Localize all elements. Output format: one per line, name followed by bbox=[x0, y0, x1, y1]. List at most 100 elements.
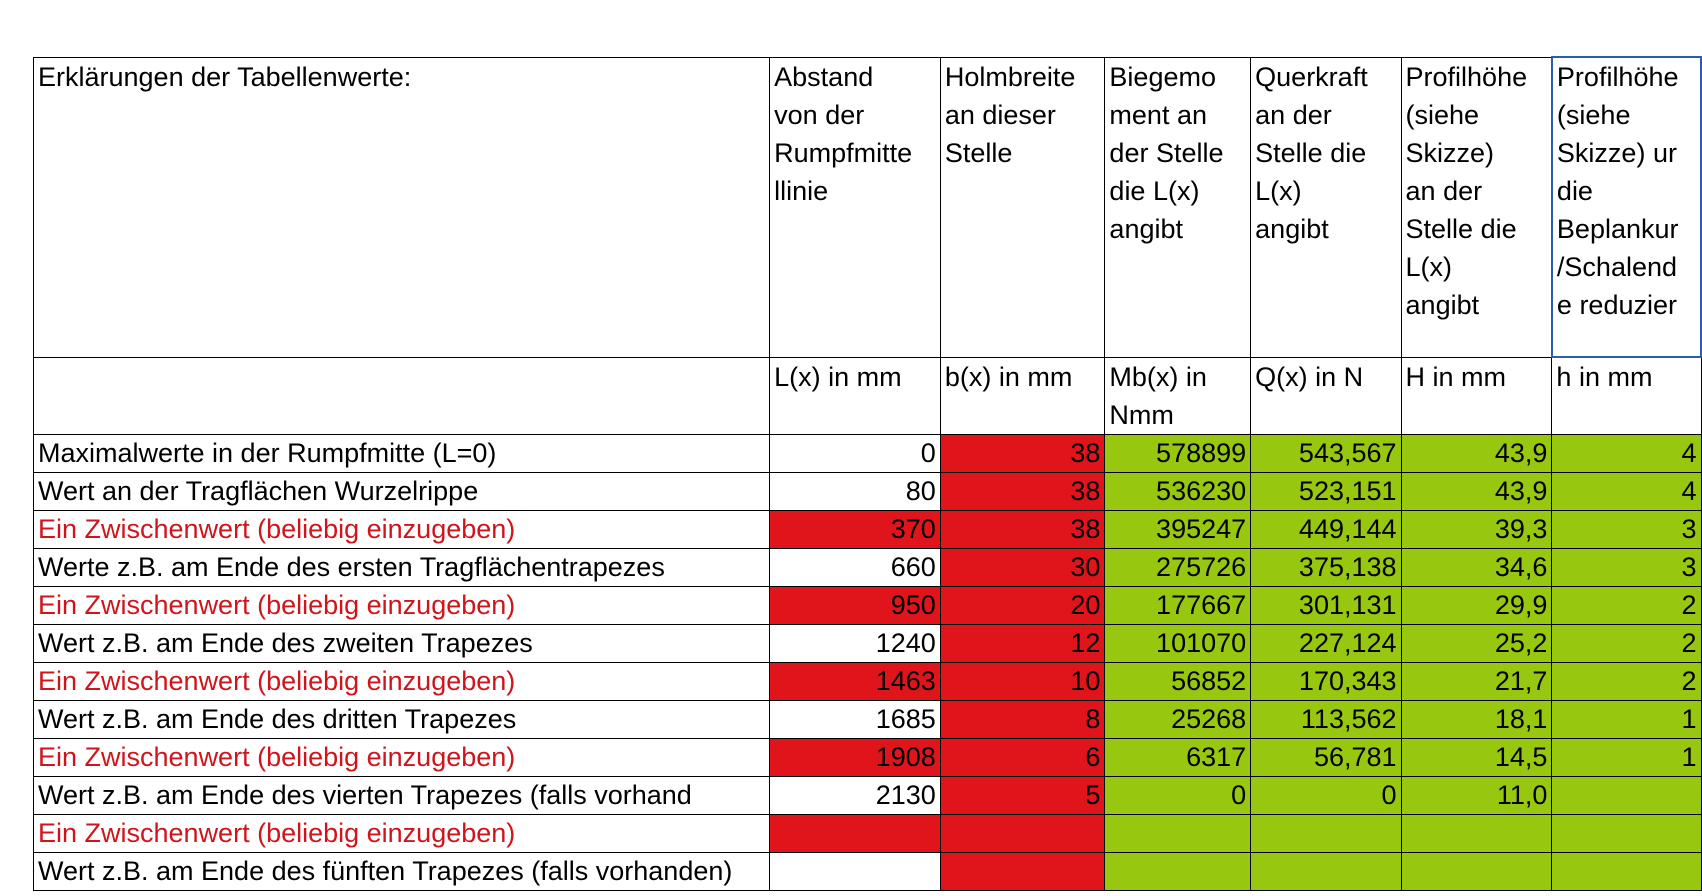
row-label: Ein Zwischenwert (beliebig einzugeben) bbox=[32, 738, 771, 777]
data-row: Maximalwerte in der Rumpfmitte (L=0) 0 38 5… bbox=[32, 434, 1702, 473]
cell: 275726 bbox=[1104, 548, 1252, 587]
cell: 301,131 bbox=[1250, 586, 1402, 625]
cell: 18,1 bbox=[1400, 700, 1553, 739]
header-text: /Schalend bbox=[1556, 252, 1678, 282]
cell: 536230 bbox=[1104, 472, 1252, 511]
cell: 375,138 bbox=[1250, 548, 1402, 587]
table: Erklärungen der Tabellenwerte: Abstand von… bbox=[32, 56, 1702, 891]
cell: 43,9 bbox=[1400, 434, 1553, 473]
header-text: an der bbox=[1405, 175, 1483, 206]
header-cell: Biegemo ment an der Stelle die L(x) angibt bbox=[1104, 56, 1252, 358]
cell: 6317 bbox=[1104, 738, 1252, 777]
unit-cell bbox=[32, 356, 771, 435]
cell: 30 bbox=[939, 548, 1106, 587]
header-text: Abstand bbox=[774, 61, 874, 92]
header-row: Erklärungen der Tabellenwerte: Abstand von… bbox=[32, 56, 1702, 358]
data-row: Wert z.B. am Ende des dritten Trapezes 16… bbox=[32, 700, 1702, 739]
header-text: der Stelle bbox=[1109, 137, 1224, 168]
cell: 43,9 bbox=[1400, 472, 1553, 511]
row-label: Maximalwerte in der Rumpfmitte (L=0) bbox=[32, 434, 771, 473]
cell: 4 bbox=[1551, 472, 1702, 511]
data-row: Ein Zwischenwert (beliebig einzugeben) bbox=[32, 814, 1702, 853]
cell: 2 bbox=[1551, 586, 1702, 625]
header-text: (siehe bbox=[1405, 99, 1480, 130]
cell bbox=[1551, 852, 1702, 891]
cell: 12 bbox=[939, 624, 1106, 663]
cell: 2 bbox=[1551, 624, 1702, 663]
header-text: angibt bbox=[1109, 213, 1183, 244]
row-label: Wert z.B. am Ende des dritten Trapezes bbox=[32, 700, 771, 739]
cell: 660 bbox=[769, 548, 941, 587]
cell bbox=[1551, 814, 1702, 853]
cell: 523,151 bbox=[1250, 472, 1402, 511]
header-cell: Querkraft an der Stelle die L(x) angibt bbox=[1250, 56, 1402, 358]
cell bbox=[1551, 776, 1702, 815]
cell bbox=[769, 814, 941, 853]
header-text: die bbox=[1556, 176, 1593, 206]
unit-cell: Mb(x) in Nmm bbox=[1104, 356, 1252, 435]
header-text: von der bbox=[774, 99, 865, 130]
header-text: L(x) bbox=[1255, 175, 1302, 206]
cell: 5 bbox=[939, 776, 1106, 815]
cell: 14,5 bbox=[1400, 738, 1553, 777]
cell bbox=[769, 852, 941, 891]
row-label: Werte z.B. am Ende des ersten Tragfläche… bbox=[32, 548, 771, 587]
cell: 29,9 bbox=[1400, 586, 1553, 625]
header-text: e reduzier bbox=[1556, 290, 1677, 320]
cell: 449,144 bbox=[1250, 510, 1402, 549]
cell: 101070 bbox=[1104, 624, 1252, 663]
cell: 8 bbox=[939, 700, 1106, 739]
header-text: Beplankur bbox=[1556, 214, 1679, 244]
cell: 1908 bbox=[769, 738, 941, 777]
row-label: Wert z.B. am Ende des vierten Trapezes (… bbox=[32, 776, 771, 815]
cell: 38 bbox=[939, 472, 1106, 511]
cell bbox=[939, 814, 1106, 853]
unit-cell: h in mm bbox=[1551, 356, 1702, 435]
data-row: Wert z.B. am Ende des vierten Trapezes (… bbox=[32, 776, 1702, 815]
cell: 6 bbox=[939, 738, 1106, 777]
data-row: Wert z.B. am Ende des zweiten Trapezes 12… bbox=[32, 624, 1702, 663]
cell: 3 bbox=[1551, 510, 1702, 549]
cell: 950 bbox=[769, 586, 941, 625]
cell: 1463 bbox=[769, 662, 941, 701]
header-text: Biegemo bbox=[1109, 61, 1216, 92]
data-row: Ein Zwischenwert (beliebig einzugeben) 37… bbox=[32, 510, 1702, 549]
cell bbox=[1104, 814, 1252, 853]
cell: 56852 bbox=[1104, 662, 1252, 701]
cell: 227,124 bbox=[1250, 624, 1402, 663]
cell: 56,781 bbox=[1250, 738, 1402, 777]
unit-cell: L(x) in mm bbox=[769, 356, 941, 435]
header-text: Stelle bbox=[944, 137, 1013, 168]
unit-cell: H in mm bbox=[1400, 356, 1553, 435]
cell: 39,3 bbox=[1400, 510, 1553, 549]
header-text: angibt bbox=[1405, 289, 1480, 320]
cell: 34,6 bbox=[1400, 548, 1553, 587]
cell bbox=[1104, 852, 1252, 891]
cell: 395247 bbox=[1104, 510, 1252, 549]
cell: 80 bbox=[769, 472, 941, 511]
row-label: Wert z.B. am Ende des fünften Trapezes (… bbox=[32, 852, 771, 891]
header-text: Rumpfmitte bbox=[774, 137, 913, 168]
cell: 2130 bbox=[769, 776, 941, 815]
header-text: Erklärungen der Tabellenwerte: bbox=[38, 61, 412, 92]
data-row: Werte z.B. am Ende des ersten Tragfläche… bbox=[32, 548, 1702, 587]
cell bbox=[1250, 852, 1402, 891]
cell: 370 bbox=[769, 510, 941, 549]
cell: 1685 bbox=[769, 700, 941, 739]
header-text: llinie bbox=[774, 175, 829, 206]
cell: 38 bbox=[939, 434, 1106, 473]
row-label: Wert an der Tragflächen Wurzelrippe bbox=[32, 472, 771, 511]
cell bbox=[1250, 814, 1402, 853]
header-text: Holmbreite bbox=[944, 61, 1076, 92]
cell: 0 bbox=[1104, 776, 1252, 815]
cell: 20 bbox=[939, 586, 1106, 625]
header-text: Skizze) ur bbox=[1556, 138, 1677, 168]
data-row: Wert an der Tragflächen Wurzelrippe 80 38 5… bbox=[32, 472, 1702, 511]
unit-cell: b(x) in mm bbox=[939, 356, 1106, 435]
row-label: Ein Zwischenwert (beliebig einzugeben) bbox=[32, 586, 771, 625]
cell: 543,567 bbox=[1250, 434, 1402, 473]
header-text: Stelle die bbox=[1405, 213, 1517, 244]
cell: 113,562 bbox=[1250, 700, 1402, 739]
header-text: an dieser bbox=[944, 99, 1056, 130]
header-text: Stelle die bbox=[1255, 137, 1367, 168]
